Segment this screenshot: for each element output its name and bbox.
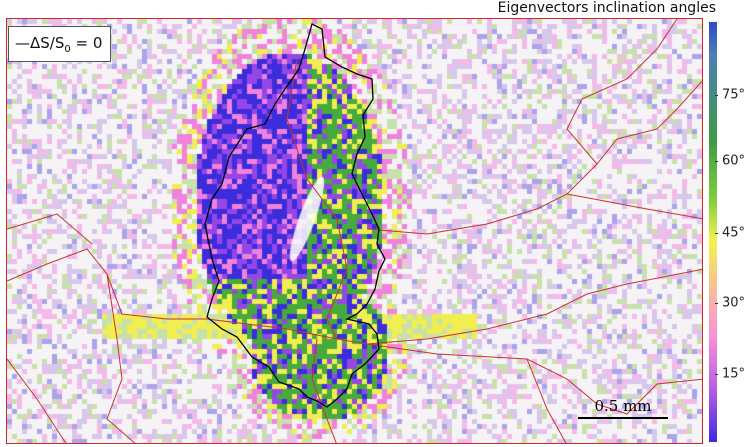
chart-title: Eigenvectors inclination angles (497, 0, 716, 16)
scale-bar-line (578, 417, 668, 419)
legend-label: —ΔS/S0 = 0 (15, 33, 103, 55)
map-frame (6, 18, 703, 444)
colorbar-tick-75: 75° (722, 87, 746, 103)
colorbar-tick-30: 30° (722, 295, 746, 311)
colorbar-tick-60: 60° (722, 153, 746, 169)
colorbar-tick-15: 15° (722, 366, 746, 382)
legend: —ΔS/S0 = 0 (8, 26, 112, 62)
colorbar-tick-mark (715, 233, 718, 234)
colorbar (709, 22, 717, 442)
map-overlay (7, 19, 702, 443)
scale-bar-label: 0.5 mm (594, 397, 652, 415)
scale-bar: 0.5 mm (578, 397, 668, 419)
colorbar-tick-mark (715, 161, 718, 162)
colorbar-tick-mark (715, 303, 718, 304)
delta-s-contour (204, 23, 386, 408)
colorbar-tick-45: 45° (722, 225, 746, 241)
colorbar-tick-mark (715, 95, 718, 96)
colorbar-tick-mark (715, 374, 718, 375)
grain-boundaries (7, 19, 702, 443)
